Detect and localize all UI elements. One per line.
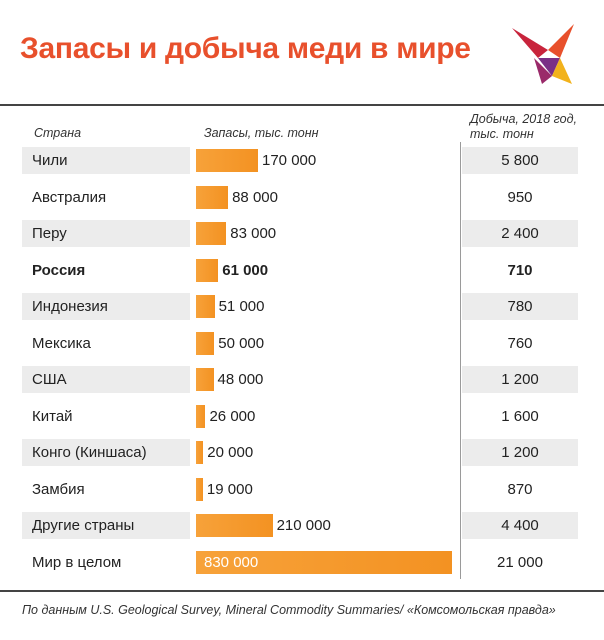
row-shade-country (22, 147, 190, 174)
production-value: 780 (507, 298, 533, 315)
row-shade-country (22, 366, 190, 393)
row-shade-production (462, 293, 578, 320)
table-row: Чили 170 000 5 800 (0, 147, 604, 174)
country-label: Китай (32, 407, 73, 425)
row-shade-country (22, 512, 190, 539)
header-reserves: Запасы, тыс. тонн (204, 126, 319, 140)
table-row: Россия 61 000 710 (0, 257, 604, 284)
row-shade-production (462, 439, 578, 466)
reserves-value: 210 000 (276, 517, 331, 534)
source-note: По данным U.S. Geological Survey, Minera… (22, 603, 556, 617)
page-title: Запасы и добыча меди в мире (20, 32, 471, 65)
production-value: 4 400 (501, 517, 539, 534)
reserves-value: 83 000 (230, 225, 277, 242)
production-value: 1 600 (501, 407, 539, 425)
row-shade-production (462, 366, 578, 393)
production-value: 5 800 (501, 152, 539, 169)
bottom-rule (0, 590, 604, 592)
reserves-value: 20 000 (207, 444, 254, 461)
country-label: Чили (32, 152, 68, 169)
row-shade-production (462, 147, 578, 174)
row-shade-country (22, 220, 190, 247)
row-shade-country (22, 439, 190, 466)
table-row: Конго (Киншаса) 20 000 1 200 (0, 439, 604, 466)
country-label: Австралия (32, 188, 107, 206)
row-shade-production (462, 220, 578, 247)
reserves-value: 830 000 (204, 553, 259, 571)
country-label: Россия (32, 261, 86, 279)
country-label: США (32, 371, 67, 388)
reserves-bar (196, 149, 258, 172)
reserves-value: 48 000 (217, 371, 264, 388)
table-row: Перу 83 000 2 400 (0, 220, 604, 247)
reserves-bar (196, 441, 204, 464)
reserves-value: 88 000 (232, 188, 278, 206)
table-row: США 48 000 1 200 (0, 366, 604, 393)
country-label: Перу (32, 225, 67, 242)
reserves-value: 170 000 (262, 152, 317, 169)
reserves-bar (196, 222, 227, 245)
reserves-bar (196, 550, 452, 574)
bird-logo-icon (512, 24, 574, 84)
reserves-value: 51 000 (218, 298, 265, 315)
country-label: Замбия (32, 480, 85, 498)
header-production: Добыча, 2018 год, тыс. тонн (470, 112, 577, 141)
table-row: Австралия 88 000 950 (0, 184, 604, 211)
reserves-value: 26 000 (209, 407, 256, 425)
production-value: 950 (507, 188, 533, 206)
reserves-value: 61 000 (222, 261, 269, 279)
top-rule (0, 104, 604, 106)
table-row: Замбия 19 000 870 (0, 476, 604, 503)
header-country: Страна (34, 126, 82, 140)
reserves-bar (196, 331, 215, 355)
country-label: Индонезия (32, 298, 108, 315)
production-value: 870 (507, 480, 533, 498)
country-label: Мир в целом (32, 553, 122, 571)
table-row: Мир в целом 830 000 21 000 (0, 549, 604, 576)
reserves-bar (196, 477, 203, 501)
table-row: Китай 26 000 1 600 (0, 403, 604, 430)
reserves-bar (196, 295, 215, 318)
country-label: Другие страны (32, 517, 135, 534)
reserves-bar (196, 404, 206, 428)
column-separator (460, 142, 461, 579)
reserves-bar (196, 185, 229, 209)
reserves-bar (196, 368, 214, 391)
table-row: Мексика 50 000 760 (0, 330, 604, 357)
reserves-bar (196, 514, 273, 537)
production-value: 710 (507, 261, 533, 279)
table-row: Другие страны 210 000 4 400 (0, 512, 604, 539)
row-shade-country (22, 293, 190, 320)
production-value: 1 200 (501, 371, 539, 388)
country-label: Мексика (32, 334, 91, 352)
production-value: 2 400 (501, 225, 539, 242)
production-value: 1 200 (501, 444, 539, 461)
production-value: 760 (507, 334, 533, 352)
reserves-bar (196, 258, 219, 282)
row-shade-production (462, 512, 578, 539)
reserves-value: 50 000 (218, 334, 265, 352)
reserves-value: 19 000 (206, 480, 253, 498)
production-value: 21 000 (497, 553, 543, 571)
table-row: Индонезия 51 000 780 (0, 293, 604, 320)
country-label: Конго (Киншаса) (32, 444, 147, 461)
